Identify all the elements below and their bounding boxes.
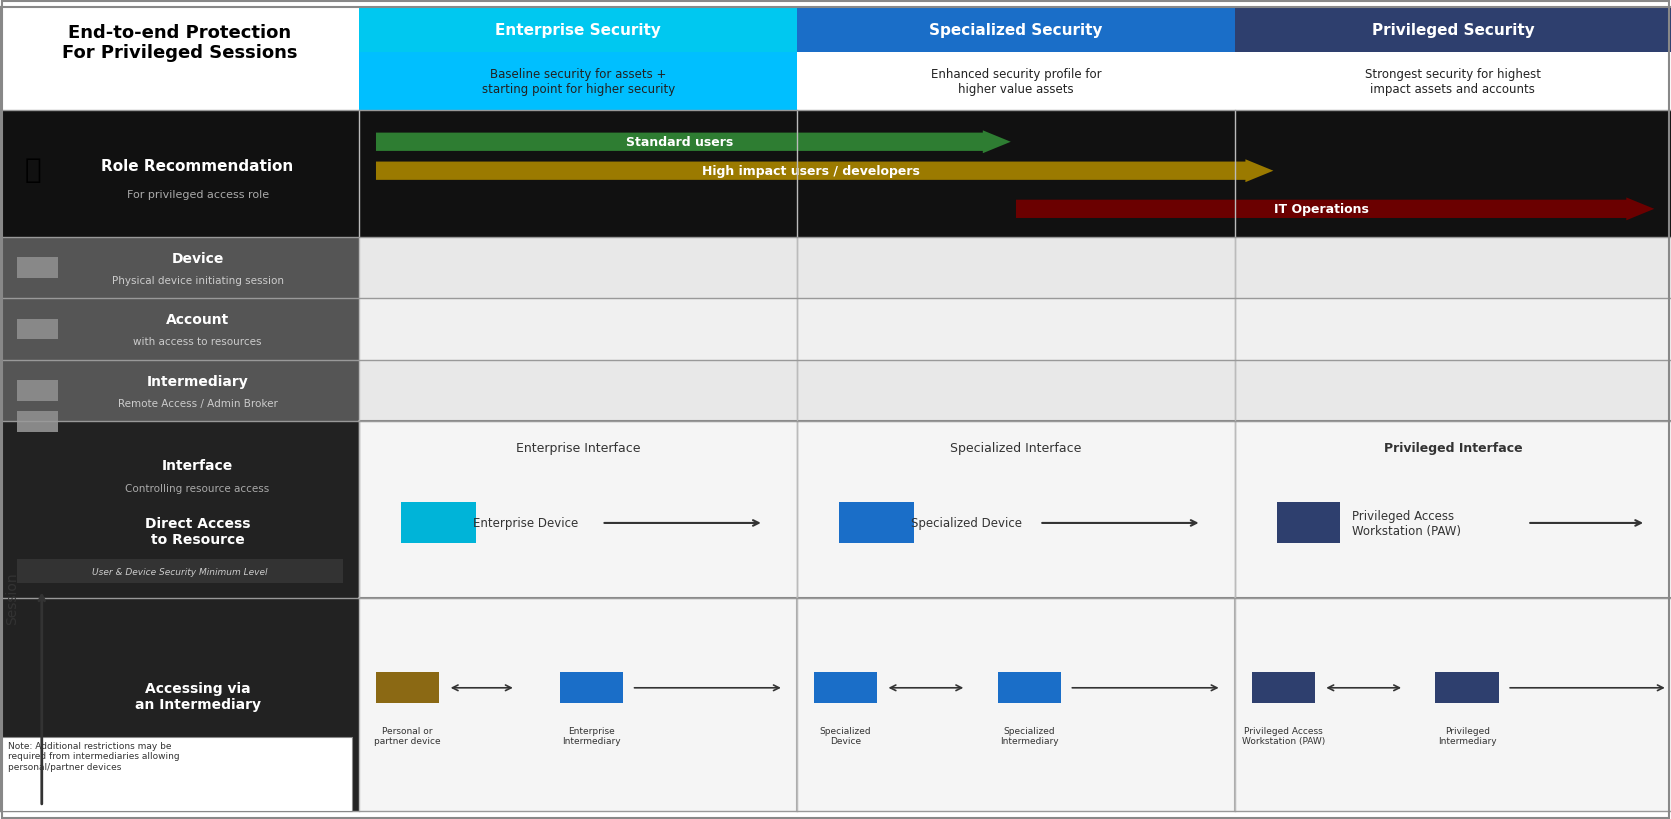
- Text: Enhanced security profile for
higher value assets: Enhanced security profile for higher val…: [931, 68, 1101, 96]
- Text: Privileged Access
Workstation (PAW): Privileged Access Workstation (PAW): [1352, 509, 1460, 537]
- Text: Interface: Interface: [162, 459, 234, 473]
- Text: Device: Device: [172, 251, 224, 265]
- Text: Privileged Security: Privileged Security: [1372, 23, 1534, 38]
- Text: Personal or
partner device: Personal or partner device: [374, 726, 441, 745]
- FancyBboxPatch shape: [359, 598, 1671, 811]
- Text: IT Operations: IT Operations: [1273, 203, 1369, 216]
- Text: Physical device initiating session: Physical device initiating session: [112, 275, 284, 286]
- Text: Remote Access / Admin Broker: Remote Access / Admin Broker: [117, 398, 277, 409]
- Text: Privileged
Intermediary: Privileged Intermediary: [1437, 726, 1497, 745]
- Text: Standard users: Standard users: [625, 136, 734, 149]
- Text: Enterprise Interface: Enterprise Interface: [516, 441, 640, 455]
- Text: Accessing via
an Intermediary: Accessing via an Intermediary: [135, 681, 261, 711]
- FancyBboxPatch shape: [17, 381, 58, 401]
- FancyBboxPatch shape: [0, 238, 359, 299]
- Text: End-to-end Protection
For Privileged Sessions: End-to-end Protection For Privileged Ses…: [62, 24, 297, 62]
- Text: High impact users / developers: High impact users / developers: [702, 165, 919, 178]
- FancyBboxPatch shape: [0, 299, 359, 360]
- Text: Enterprise
Intermediary: Enterprise Intermediary: [561, 726, 622, 745]
- FancyBboxPatch shape: [998, 672, 1061, 704]
- Text: Note: Additional restrictions may be
required from intermediaries allowing
perso: Note: Additional restrictions may be req…: [8, 741, 180, 771]
- Polygon shape: [1016, 198, 1654, 221]
- Text: 👥: 👥: [25, 156, 42, 184]
- Text: Baseline security for assets +
starting point for higher security: Baseline security for assets + starting …: [481, 68, 675, 96]
- FancyBboxPatch shape: [0, 111, 1671, 238]
- Text: Specialized Interface: Specialized Interface: [951, 441, 1081, 455]
- Text: Specialized Device: Specialized Device: [911, 517, 1021, 530]
- Text: Session: Session: [5, 572, 18, 624]
- FancyBboxPatch shape: [359, 360, 1671, 422]
- FancyBboxPatch shape: [359, 8, 797, 111]
- FancyBboxPatch shape: [359, 422, 1671, 598]
- Text: Intermediary: Intermediary: [147, 374, 249, 388]
- Text: Role Recommendation: Role Recommendation: [102, 158, 294, 174]
- FancyBboxPatch shape: [797, 8, 1235, 53]
- FancyBboxPatch shape: [17, 319, 58, 340]
- FancyBboxPatch shape: [0, 422, 359, 598]
- FancyBboxPatch shape: [17, 411, 58, 432]
- Text: Specialized
Intermediary: Specialized Intermediary: [999, 726, 1059, 745]
- FancyBboxPatch shape: [1435, 672, 1499, 704]
- FancyBboxPatch shape: [0, 360, 359, 422]
- Text: Controlling resource access: Controlling resource access: [125, 484, 269, 494]
- FancyBboxPatch shape: [376, 672, 439, 704]
- FancyBboxPatch shape: [17, 559, 343, 584]
- Text: Direct Access
to Resource: Direct Access to Resource: [145, 516, 251, 546]
- FancyBboxPatch shape: [560, 672, 623, 704]
- FancyBboxPatch shape: [401, 503, 476, 544]
- Polygon shape: [376, 131, 1011, 154]
- FancyBboxPatch shape: [0, 737, 353, 811]
- FancyBboxPatch shape: [359, 8, 797, 53]
- FancyBboxPatch shape: [1235, 8, 1671, 53]
- Polygon shape: [376, 160, 1273, 183]
- FancyBboxPatch shape: [814, 672, 877, 704]
- FancyBboxPatch shape: [359, 238, 1671, 299]
- Text: with access to resources: with access to resources: [134, 337, 262, 347]
- FancyBboxPatch shape: [0, 598, 359, 811]
- Text: Account: Account: [165, 313, 229, 327]
- Text: Privileged Access
Workstation (PAW): Privileged Access Workstation (PAW): [1242, 726, 1325, 745]
- Text: Privileged Interface: Privileged Interface: [1384, 441, 1522, 455]
- FancyBboxPatch shape: [1252, 672, 1315, 704]
- Text: For privileged access role: For privileged access role: [127, 189, 269, 200]
- FancyBboxPatch shape: [17, 258, 58, 278]
- Text: Enterprise Device: Enterprise Device: [473, 517, 578, 530]
- Text: Strongest security for highest
impact assets and accounts: Strongest security for highest impact as…: [1365, 68, 1541, 96]
- Text: Specialized
Device: Specialized Device: [820, 726, 871, 745]
- Text: User & Device Security Minimum Level: User & Device Security Minimum Level: [92, 567, 267, 576]
- FancyBboxPatch shape: [1277, 503, 1340, 544]
- FancyBboxPatch shape: [359, 299, 1671, 360]
- Text: Specialized Security: Specialized Security: [929, 23, 1103, 38]
- Text: Enterprise Security: Enterprise Security: [495, 23, 662, 38]
- FancyBboxPatch shape: [839, 503, 914, 544]
